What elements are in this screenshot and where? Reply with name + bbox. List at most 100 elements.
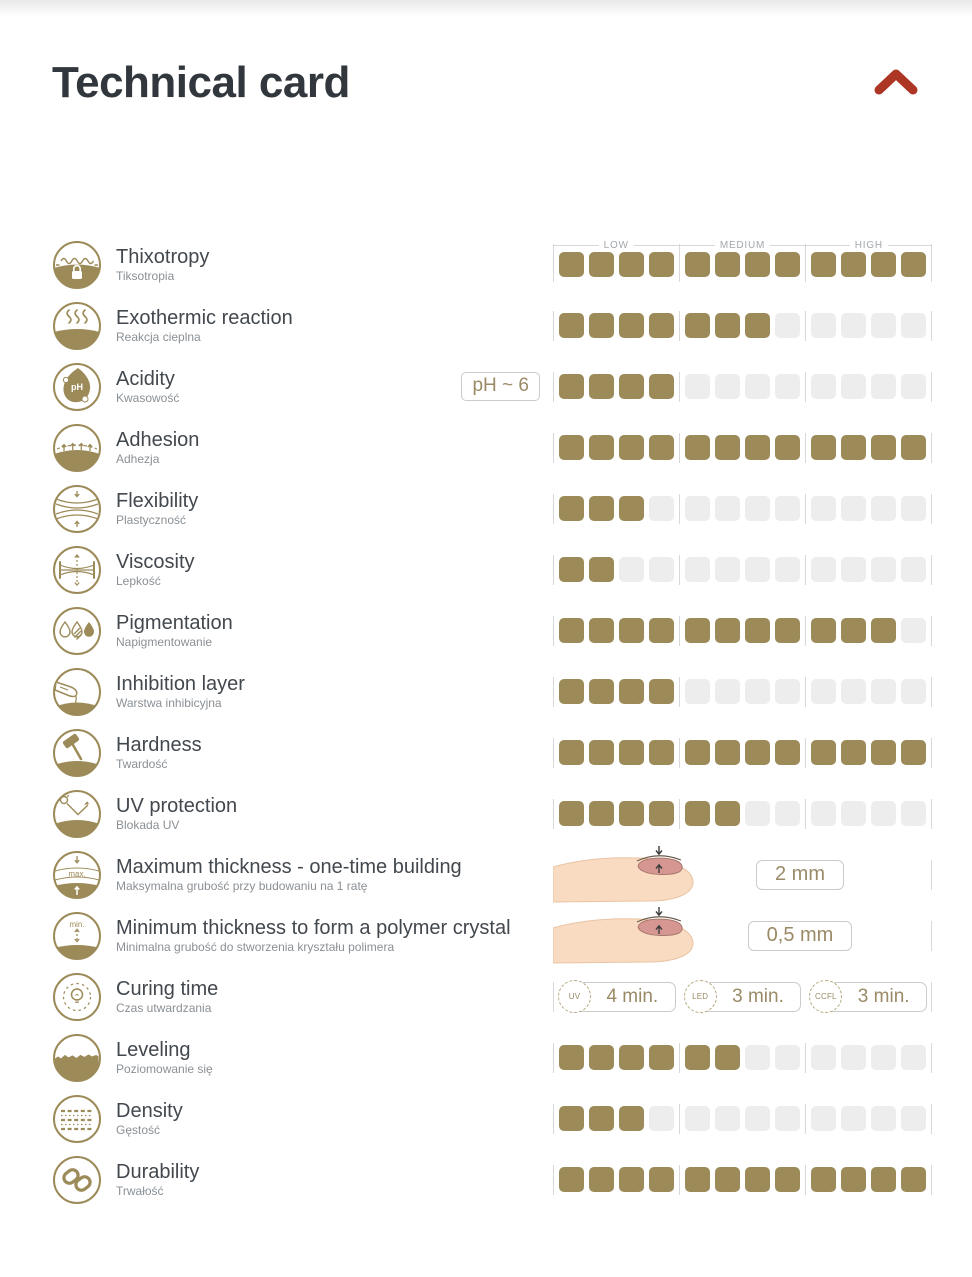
rating-square-filled: [715, 1167, 740, 1192]
rating-square-filled: [775, 618, 800, 643]
rating-square-filled: [715, 1045, 740, 1070]
rating-square-filled: [559, 313, 584, 338]
curing-time-capsule: 3 min. LED: [683, 979, 802, 1014]
rating-square-filled: [619, 679, 644, 704]
rating-square-empty: [811, 679, 836, 704]
group-divider: [679, 371, 680, 402]
rating-group: [811, 435, 926, 460]
rating-square-empty: [901, 1106, 926, 1131]
rating-square-empty: [811, 1106, 836, 1131]
rating-square-filled: [619, 435, 644, 460]
max-thickness-icon: max.: [52, 850, 102, 900]
rating-group: [811, 801, 926, 826]
rating-square-filled: [901, 252, 926, 277]
rating-square-filled: [559, 740, 584, 765]
rating-square-empty: [745, 374, 770, 399]
viscosity-icon: [52, 545, 102, 595]
property-labels: Pigmentation Napigmentowanie: [116, 612, 233, 649]
rating-square-empty: [685, 374, 710, 399]
rating-square-empty: [775, 557, 800, 582]
rating-group: [559, 496, 674, 521]
rating-square-filled: [589, 374, 614, 399]
durability-icon: [52, 1155, 102, 1205]
group-divider: [931, 981, 933, 1012]
rating-bar: [553, 310, 932, 341]
property-row: Hardness Twardość: [0, 722, 972, 783]
property-label: Durability: [116, 1161, 200, 1183]
property-sublabel: Tiksotropia: [116, 269, 175, 283]
rating-group: [685, 1167, 800, 1192]
rating-square-filled: [871, 252, 896, 277]
rating-square-filled: [745, 435, 770, 460]
rating-group: [685, 435, 800, 460]
exothermic-icon: [52, 301, 102, 351]
rating-square-filled: [715, 252, 740, 277]
rating-square-empty: [871, 374, 896, 399]
rating-square-empty: [871, 1106, 896, 1131]
property-labels: Exothermic reaction Reakcja cieplna: [116, 307, 293, 344]
uv-lamp-icon: UV: [558, 979, 591, 1013]
rating-square-filled: [745, 740, 770, 765]
rating-bar: [553, 1164, 932, 1195]
property-labels: Density Gęstość: [116, 1100, 183, 1137]
group-divider: [805, 432, 806, 463]
property-row: Durability Trwałość: [0, 1149, 972, 1210]
rating-square-filled: [685, 435, 710, 460]
rating-square-filled: [841, 618, 866, 643]
rating-square-filled: [619, 1106, 644, 1131]
rating-bar: [553, 1103, 932, 1134]
rating-square-filled: [619, 740, 644, 765]
property-label: Viscosity: [116, 551, 195, 573]
rating-group: [559, 1167, 674, 1192]
rating-group: [685, 374, 800, 399]
property-row: UV protection Blokada UV: [0, 783, 972, 844]
group-divider: [931, 737, 932, 768]
rating-group: [685, 1045, 800, 1070]
scale-header: LOW MEDIUM HIGH: [553, 240, 932, 251]
property-row: Viscosity Lepkość: [0, 539, 972, 600]
collapse-section-button[interactable]: [868, 63, 924, 104]
property-labels: Leveling Poziomowanie się: [116, 1039, 213, 1076]
rating-square-empty: [715, 1106, 740, 1131]
property-sublabel: Kwasowość: [116, 391, 180, 405]
rating-group: [685, 557, 800, 582]
group-divider: [679, 615, 680, 646]
rating-square-filled: [745, 313, 770, 338]
curing-time-icon: [52, 972, 102, 1022]
measure-zone: 0,5 mm: [703, 920, 931, 951]
property-label: Curing time: [116, 978, 219, 1000]
scale-label-text: LOW: [603, 239, 629, 251]
property-row: Thixotropy Tiksotropia LOW MEDIUM HIGH: [0, 234, 972, 295]
rating-square-filled: [685, 740, 710, 765]
property-labels: Curing time Czas utwardzania: [116, 978, 218, 1015]
scale-label-text: MEDIUM: [719, 239, 766, 251]
property-sublabel: Poziomowanie się: [116, 1062, 213, 1076]
rating-square-filled: [685, 1167, 710, 1192]
rating-square-filled: [745, 252, 770, 277]
rating-square-empty: [871, 496, 896, 521]
rating-square-filled: [589, 557, 614, 582]
rating-group: [685, 496, 800, 521]
thickness-value-badge: 2 mm: [756, 859, 844, 890]
rating-square-empty: [745, 679, 770, 704]
rating-square-filled: [745, 1167, 770, 1192]
property-labels: Adhesion Adhezja: [116, 429, 199, 466]
group-divider: [805, 1164, 806, 1195]
group-divider: [805, 493, 806, 524]
rating-square-empty: [775, 374, 800, 399]
rating-bar: LOW MEDIUM HIGH: [553, 240, 932, 282]
group-divider: [679, 243, 680, 282]
rating-square-empty: [685, 1106, 710, 1131]
density-icon: [52, 1094, 102, 1144]
rating-square-filled: [649, 435, 674, 460]
group-divider: [679, 798, 680, 829]
rating-square-filled: [649, 618, 674, 643]
rating-square-empty: [901, 374, 926, 399]
rating-square-filled: [619, 313, 644, 338]
svg-text:min.: min.: [69, 920, 84, 929]
rating-group: [685, 679, 800, 704]
group-divider: [931, 554, 932, 585]
group-divider: [931, 243, 932, 282]
group-divider: [931, 859, 932, 890]
technical-card-rows: Thixotropy Tiksotropia LOW MEDIUM HIGH Exothe…: [0, 234, 972, 1210]
